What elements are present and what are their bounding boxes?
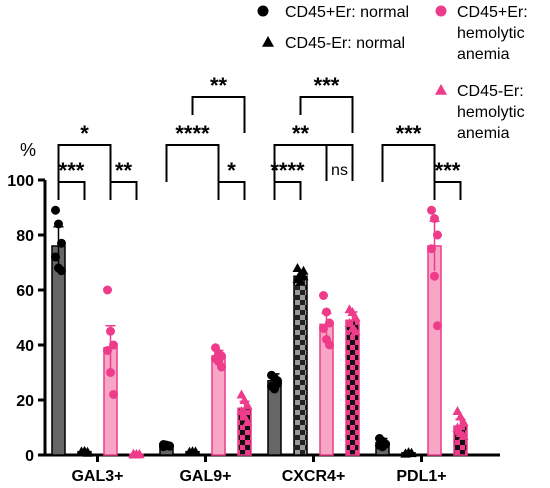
data-point xyxy=(350,326,361,336)
legend-label: hemolytic xyxy=(457,25,525,42)
significance-label: **** xyxy=(175,121,210,146)
significance-label: * xyxy=(80,121,89,146)
legend-label: CD45+Er: normal xyxy=(285,4,409,21)
category-label: PDL1+ xyxy=(396,468,446,485)
significance-label: ** xyxy=(292,121,310,146)
data-point xyxy=(319,291,328,300)
legend-label: anemia xyxy=(457,125,510,142)
data-point xyxy=(433,230,442,240)
data-point xyxy=(242,417,253,426)
significance-label: **** xyxy=(270,158,305,183)
y-tick-label: 20 xyxy=(16,393,34,410)
y-tick-label: 0 xyxy=(25,448,34,465)
data-point xyxy=(82,446,93,456)
significance-label: * xyxy=(227,158,236,183)
data-point xyxy=(217,362,226,372)
data-point xyxy=(319,324,328,333)
data-point xyxy=(165,441,174,451)
legend-marker xyxy=(262,36,274,47)
significance-bracket xyxy=(165,144,220,182)
data-point xyxy=(458,417,469,426)
data-point xyxy=(190,446,201,456)
legend: CD45+Er: normal CD45-Er: normal CD45+Er: he… xyxy=(257,4,528,142)
data-point xyxy=(103,285,112,295)
significance-label: ns xyxy=(331,162,348,179)
significance-bracket xyxy=(217,181,246,200)
bars xyxy=(51,220,468,456)
legend-label: hemolytic xyxy=(457,104,525,121)
significance-bracket xyxy=(109,181,138,200)
significance-label: ** xyxy=(210,73,228,98)
legend-marker xyxy=(435,5,447,17)
data-point xyxy=(381,439,390,449)
category-label: CXCR4+ xyxy=(282,468,346,485)
data-point xyxy=(242,400,253,410)
data-point xyxy=(430,214,439,223)
y-tick-label: 100 xyxy=(7,173,34,190)
data-point xyxy=(433,321,442,331)
data-point xyxy=(427,205,436,215)
y-tick-label: 80 xyxy=(16,228,34,245)
legend-label: CD45-Er: normal xyxy=(285,35,405,52)
y-tick-label: 60 xyxy=(16,283,34,300)
significance-bracket xyxy=(433,181,462,200)
data-point xyxy=(298,265,309,275)
data-point xyxy=(57,238,66,248)
data-point xyxy=(109,390,118,399)
category-label: GAL3+ xyxy=(71,468,123,485)
significance-brackets: **** ****************** ns****** xyxy=(57,73,462,200)
data-point xyxy=(430,271,439,281)
significance-label: *** xyxy=(396,121,422,146)
data-point xyxy=(54,219,63,229)
data-point xyxy=(350,312,361,322)
significance-label: *** xyxy=(314,73,340,98)
data-point xyxy=(458,430,469,440)
y-axis-label: % xyxy=(20,140,36,160)
data-point xyxy=(295,276,306,286)
data-point xyxy=(134,449,145,459)
data-point xyxy=(406,448,417,458)
significance-bracket xyxy=(299,96,354,133)
data-point xyxy=(106,368,115,377)
significance-bracket xyxy=(381,144,436,182)
category-label: GAL9+ xyxy=(179,468,231,485)
significance-label: ** xyxy=(115,158,133,183)
data-point xyxy=(106,326,115,336)
data-point xyxy=(325,318,334,328)
data-points xyxy=(51,205,469,459)
data-point xyxy=(427,244,436,254)
legend-label: CD45-Er: xyxy=(457,83,524,100)
bar xyxy=(51,245,66,456)
legend-label: anemia xyxy=(457,46,510,63)
legend-marker xyxy=(257,5,269,17)
legend-label: CD45+Er: xyxy=(457,4,528,21)
data-point xyxy=(273,379,282,388)
significance-bracket xyxy=(57,144,112,182)
bar xyxy=(293,275,308,456)
data-point xyxy=(51,252,60,262)
data-point xyxy=(103,346,112,355)
significance-bracket xyxy=(325,144,354,181)
legend-marker xyxy=(435,84,447,95)
significance-label: *** xyxy=(59,158,85,183)
data-point xyxy=(109,340,118,350)
axes: 0 20 40 60 80 100% GAL3+ GAL9+ CXCR4+ PDL1+ xyxy=(7,140,500,485)
data-point xyxy=(51,205,60,215)
significance-label: *** xyxy=(435,158,461,183)
significance-bracket xyxy=(273,181,302,200)
bar xyxy=(345,319,360,456)
y-tick-label: 40 xyxy=(16,338,34,355)
significance-bracket xyxy=(191,96,246,133)
data-point xyxy=(322,307,331,317)
data-point xyxy=(57,266,66,276)
data-point xyxy=(325,340,334,350)
significance-bracket xyxy=(57,181,86,200)
